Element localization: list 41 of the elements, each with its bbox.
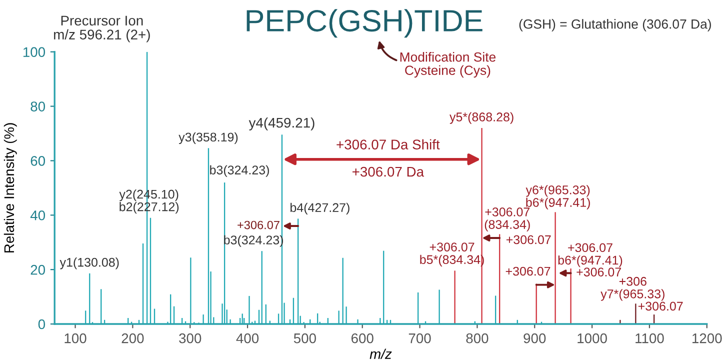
x-tick-label: 100 <box>64 333 86 344</box>
y-tick-label: 0 <box>38 319 46 330</box>
x-tick-label: 900 <box>524 333 546 344</box>
annotation: y1(130.08) <box>60 258 119 270</box>
y-tick-label: 100 <box>23 47 46 58</box>
annotation: +306.07 <box>238 220 280 230</box>
y-axis-title: Relative Intensity (%) <box>4 123 17 252</box>
x-tick-label: 700 <box>408 333 431 344</box>
annotation: y4(459.21) <box>248 117 314 130</box>
y-tick-label: 20 <box>30 264 46 275</box>
annotation: +306 y7*(965.33) <box>600 276 664 301</box>
x-tick-label: 800 <box>466 333 488 344</box>
annotation: +306.07 (834.34) <box>484 208 530 232</box>
annotation: b3(324.23) <box>210 165 269 177</box>
x-tick-label: 1200 <box>692 333 722 344</box>
annotation: +306.07 <box>576 268 621 276</box>
x-tick-label: 300 <box>179 333 202 344</box>
annotation: +306.07 Da Shift <box>336 139 440 150</box>
x-tick-label: 600 <box>351 333 374 344</box>
annotation: y5*(868.28) <box>450 112 514 124</box>
annotation: b4(427.27) <box>290 202 350 214</box>
x-tick-label: 500 <box>294 333 316 344</box>
text: Precursor Ion m/z 596.21 (2+) <box>54 16 150 42</box>
x-axis-title: m/z <box>370 348 392 359</box>
text: (GSH) = Glutathione (306.07 Da) <box>519 19 711 32</box>
x-tick-label: 1000 <box>578 333 607 344</box>
chart-title: PEPC(GSH)TIDE <box>246 9 482 38</box>
annotation: +306.07 <box>638 302 683 311</box>
y-tick-label: 80 <box>30 102 46 112</box>
annotation: y6*(965.33) b6*(947.41) <box>526 185 590 210</box>
x-tick-label: 200 <box>122 333 144 344</box>
x-tick-label: 1100 <box>636 333 664 344</box>
annotation: +306.07 b6*(947.41) <box>558 243 622 268</box>
annotation: +306.07 Da <box>352 166 424 177</box>
y-tick-label: 40 <box>30 210 46 220</box>
annotation: y3(358.19) <box>178 132 238 144</box>
annotation: +306.07 <box>506 235 551 244</box>
annotation: Modification Site Cysteine (Cys) <box>400 52 496 78</box>
y-tick-label: 60 <box>30 156 46 166</box>
annotation: +306.07 <box>506 266 550 276</box>
x-tick-label: 400 <box>236 333 259 344</box>
